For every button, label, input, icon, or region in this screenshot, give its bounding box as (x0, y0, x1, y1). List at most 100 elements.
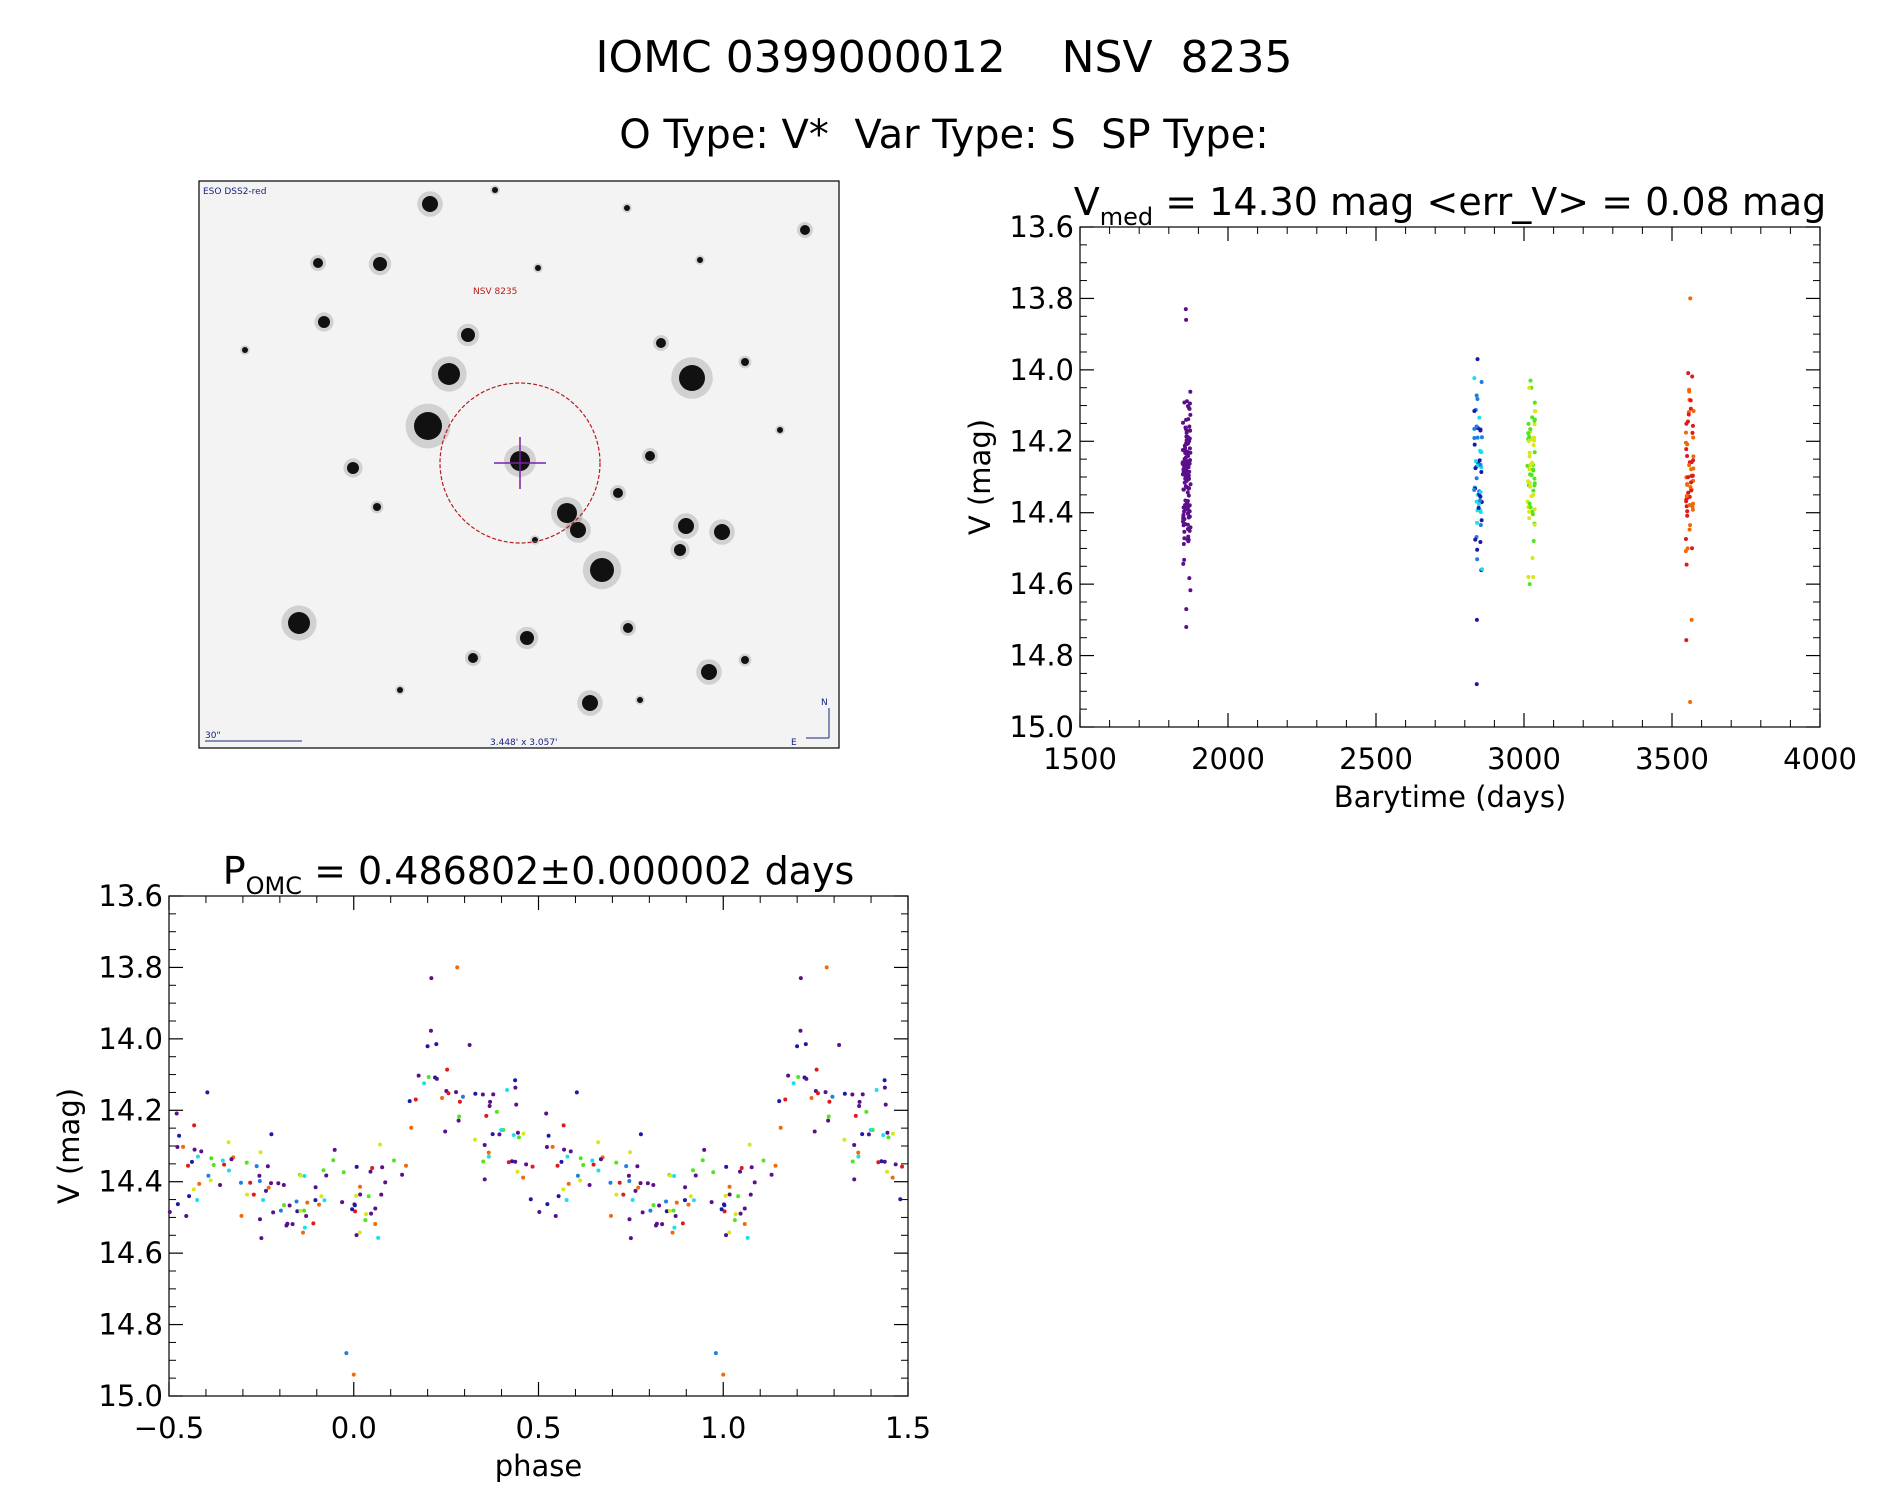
data-point (370, 1166, 375, 1171)
data-point (319, 1194, 324, 1199)
data-point (890, 1175, 895, 1180)
data-point-outlier (1474, 617, 1479, 622)
data-point (876, 1160, 881, 1165)
data-point (1182, 529, 1187, 534)
plot-frame (1079, 226, 1821, 728)
data-point (587, 1182, 592, 1187)
data-point (1527, 434, 1532, 439)
data-point (1684, 421, 1689, 426)
data-point (1186, 454, 1191, 459)
data-point (648, 1208, 653, 1213)
star-halo-12 (582, 550, 622, 590)
data-point (777, 1099, 782, 1104)
data-point (409, 1125, 414, 1130)
star-7 (414, 412, 442, 440)
data-point (1186, 473, 1191, 478)
star-24 (645, 451, 655, 461)
data-point (1532, 438, 1537, 443)
data-point (524, 1162, 529, 1167)
data-point (351, 1372, 356, 1377)
star-27 (741, 358, 749, 366)
data-point (1691, 454, 1696, 459)
data-point (1185, 470, 1190, 475)
data-point (298, 1173, 303, 1178)
data-point (1527, 450, 1532, 455)
y-axis-label: V (mag) (52, 1088, 86, 1204)
data-point (1531, 468, 1536, 473)
data-point (898, 1197, 903, 1202)
y-axis-label: V (mag) (963, 419, 997, 535)
data-point (486, 1154, 491, 1159)
data-point (1691, 501, 1696, 506)
star-halo-19 (465, 650, 481, 666)
y-tick-label: 14.4 (98, 1165, 163, 1199)
data-point (1527, 467, 1532, 472)
data-point (1477, 458, 1482, 463)
y-tick-label: 14.0 (1009, 353, 1074, 387)
data-point (341, 1170, 346, 1175)
data-point (1186, 539, 1191, 544)
data-point (664, 1209, 669, 1214)
star-halo-23 (653, 335, 669, 351)
data-point (269, 1181, 274, 1186)
data-point (672, 1173, 677, 1178)
star-22 (800, 225, 810, 235)
star-halo-4 (456, 323, 480, 347)
data-point (1532, 409, 1537, 414)
data-point (218, 1182, 223, 1187)
data-point (1532, 418, 1537, 423)
star-11 (570, 522, 586, 538)
data-point (638, 1132, 643, 1137)
data-point (1478, 540, 1483, 545)
data-point (809, 1095, 814, 1100)
data-point (1691, 466, 1696, 471)
data-point (608, 1213, 613, 1218)
data-point (317, 1202, 322, 1207)
data-point (581, 1162, 586, 1167)
data-point (608, 1180, 613, 1185)
data-point (562, 1147, 567, 1152)
data-point (366, 1194, 371, 1199)
star-halo-5 (431, 356, 467, 392)
data-point (882, 1085, 887, 1090)
data-point (1182, 536, 1187, 541)
data-point (561, 1187, 566, 1192)
data-point (1185, 511, 1190, 516)
data-point (457, 1099, 462, 1104)
data-point (1180, 447, 1185, 452)
data-point (332, 1147, 337, 1152)
data-point (1688, 398, 1693, 403)
data-point (1687, 527, 1692, 532)
data-point (482, 1142, 487, 1147)
data-point (627, 1217, 632, 1222)
data-point (506, 1160, 511, 1165)
data-point (866, 1132, 871, 1137)
data-point (1685, 475, 1690, 480)
star-halo-33 (738, 653, 752, 667)
data-point (298, 1208, 303, 1213)
data-point (874, 1087, 879, 1092)
data-point (1185, 435, 1190, 440)
data-point (1474, 499, 1479, 504)
data-point (358, 1184, 363, 1189)
data-point (305, 1200, 310, 1205)
data-point (823, 1090, 828, 1095)
data-point (1532, 422, 1537, 427)
data-point (263, 1188, 268, 1193)
y-tick-label: 13.6 (1009, 210, 1074, 244)
data-point (488, 1099, 493, 1104)
data-point (174, 1111, 179, 1116)
data-point (391, 1158, 396, 1163)
data-point (879, 1159, 884, 1164)
data-point (1185, 441, 1190, 446)
data-point (826, 1118, 831, 1123)
data-point (1180, 420, 1185, 425)
data-point (1527, 509, 1532, 514)
star-halo-24 (642, 448, 658, 464)
data-point (853, 1113, 858, 1118)
data-point (1187, 401, 1192, 406)
data-point (1183, 450, 1188, 455)
data-point (505, 1087, 510, 1092)
data-point (1480, 567, 1485, 572)
data-point (490, 1132, 495, 1137)
